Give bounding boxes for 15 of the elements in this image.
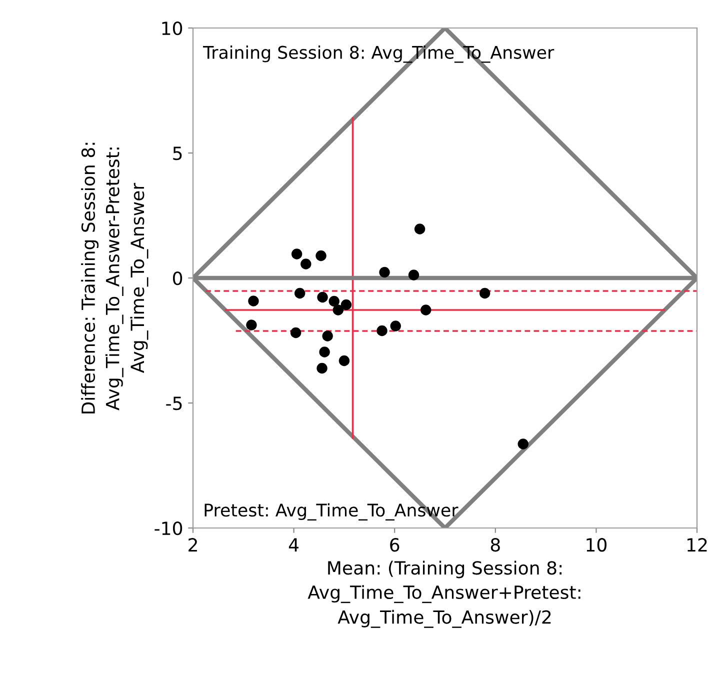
x-tick-label: 8 [490, 538, 500, 552]
x-axis-title: Mean: (Training Session 8: Avg_Time_To_Answer+Pretest: Avg_Time_To_Answer)/2 [308, 560, 580, 628]
y-axis-title: Difference: Training Session 8: Avg_Time_To_Answer-Pretest: Avg_Time_To_Answer [81, 142, 148, 414]
annotation: Training Session 8: Avg_Time_To_Answer [203, 46, 554, 63]
y-tick-label: 5 [173, 146, 182, 160]
y-tick-label: 0 [172, 271, 182, 286]
y-tick-label: 10 [162, 21, 182, 36]
x-tick-label: 2 [188, 538, 197, 552]
x-tick-label: 12 [687, 538, 707, 552]
y-tick-label: -10 [154, 521, 182, 536]
annotation: Pretest: Avg_Time_To_Answer [204, 503, 458, 520]
x-tick-label: 6 [390, 538, 400, 552]
y-tick-label: -5 [166, 396, 182, 410]
x-tick-label: 4 [288, 538, 299, 552]
x-tick-label: 10 [586, 538, 606, 552]
